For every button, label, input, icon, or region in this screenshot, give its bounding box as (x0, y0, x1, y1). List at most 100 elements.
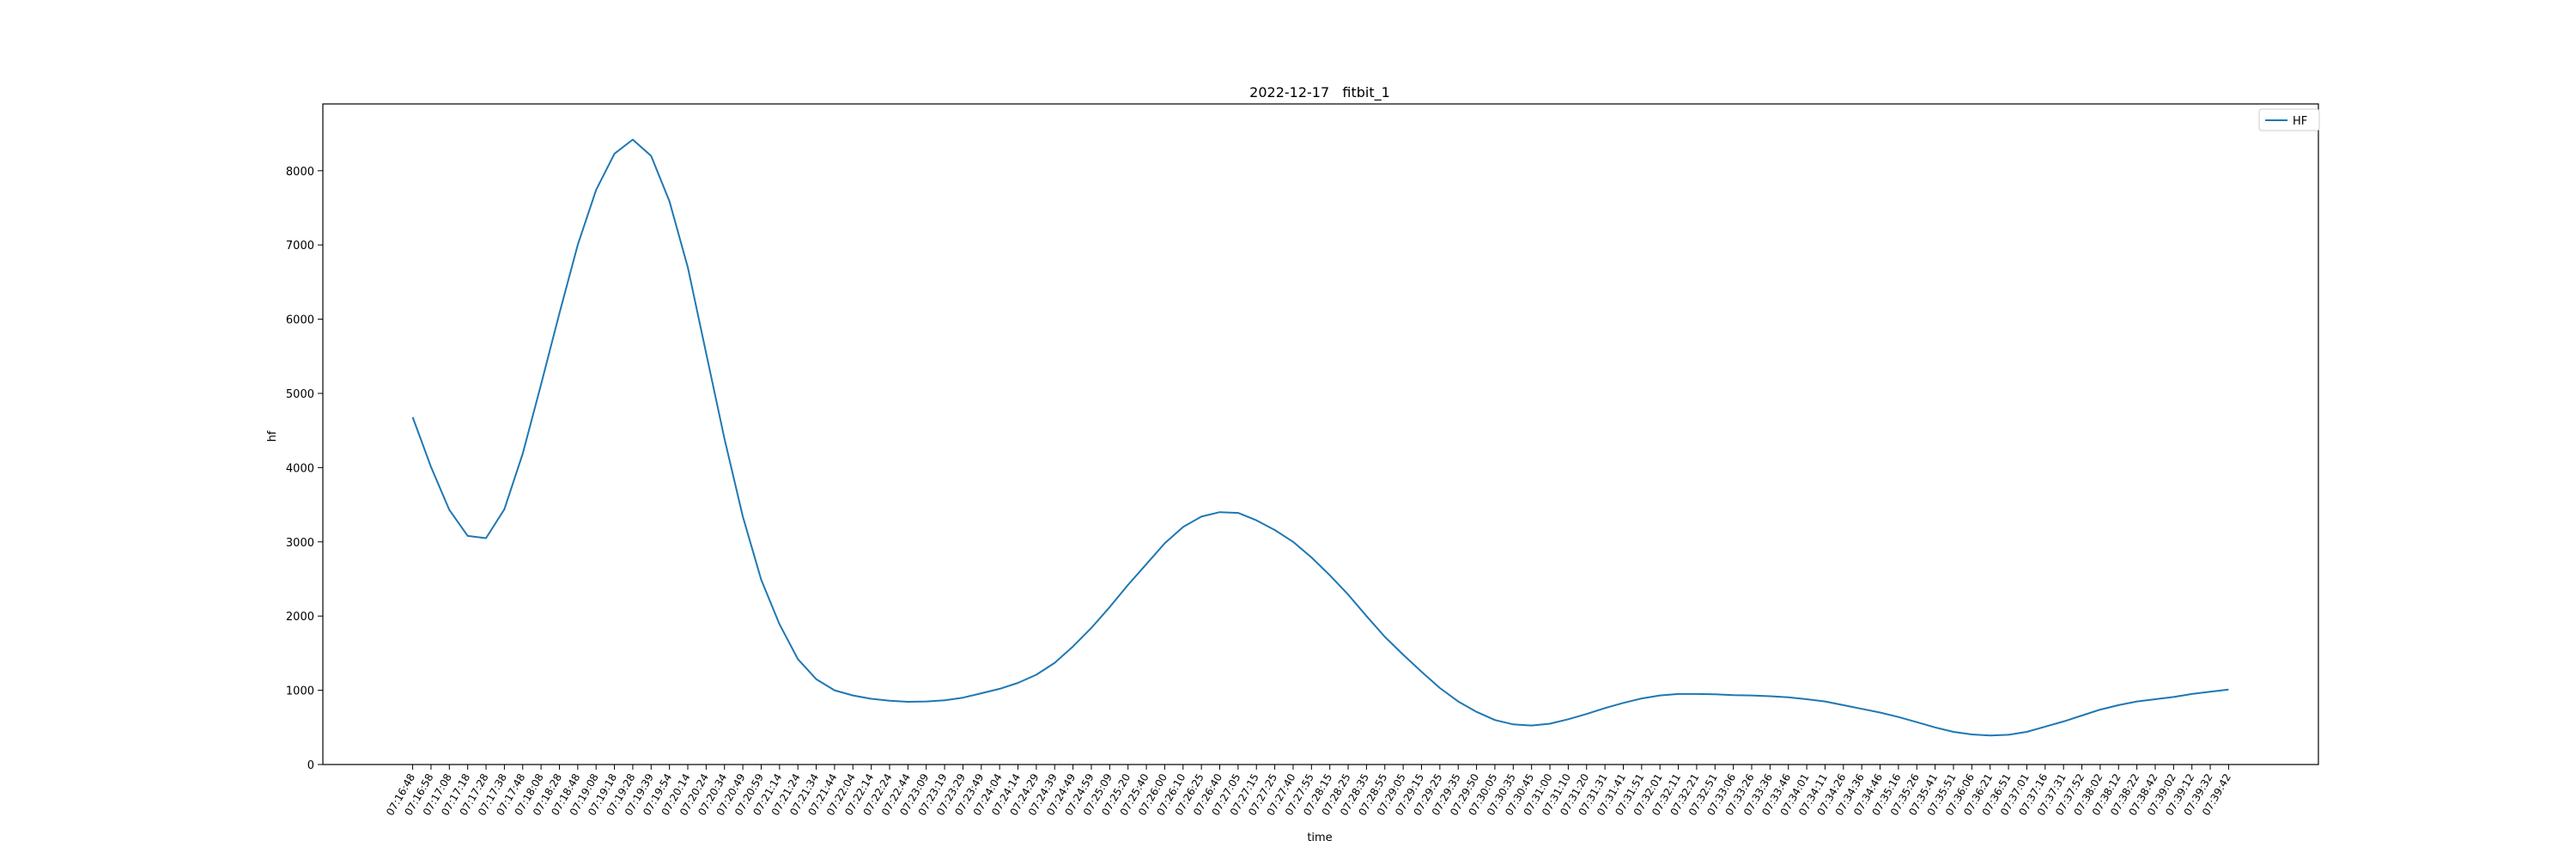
data-point (833, 689, 835, 691)
data-point (650, 155, 653, 157)
y-tick-label: 5000 (286, 388, 314, 401)
data-point (1163, 542, 1166, 545)
y-tick-label: 6000 (286, 314, 314, 327)
data-point (1328, 574, 1331, 576)
data-point (1512, 723, 1515, 726)
data-point (1127, 583, 1129, 586)
data-point (2172, 696, 2175, 698)
data-point (962, 697, 964, 699)
data-point (1604, 707, 1607, 710)
data-point (907, 701, 909, 704)
data-point (889, 699, 891, 702)
data-point (1054, 661, 1056, 664)
data-point (1585, 713, 1588, 716)
data-point (1145, 563, 1148, 565)
data-point (595, 189, 598, 192)
data-point (1420, 671, 1423, 673)
series-line-hf (411, 138, 2229, 737)
data-point (1695, 692, 1698, 695)
plot-area (322, 103, 2319, 765)
data-point (1549, 722, 1552, 725)
data-point (1383, 636, 1386, 638)
data-point (1989, 734, 1991, 737)
data-point (1438, 687, 1441, 690)
data-point (925, 700, 927, 703)
data-point (1091, 627, 1093, 630)
y-tick-label: 0 (307, 759, 314, 772)
data-point (1567, 718, 1570, 721)
data-point (1732, 694, 1735, 697)
data-point (2190, 692, 2193, 695)
y-tick-label: 7000 (286, 240, 314, 253)
data-point (521, 453, 524, 455)
data-point (2099, 709, 2101, 711)
legend-frame (2258, 108, 2320, 131)
y-tick-label: 2000 (286, 611, 314, 624)
data-point (1017, 682, 1019, 685)
data-point (485, 537, 488, 539)
data-point (1916, 721, 1918, 723)
data-point (1072, 645, 1074, 648)
data-point (1310, 556, 1313, 558)
data-point (1659, 694, 1662, 697)
data-point (2063, 720, 2065, 722)
data-point (1182, 526, 1184, 528)
data-point (576, 244, 579, 247)
y-tick-label: 8000 (286, 166, 314, 179)
data-point (466, 534, 469, 537)
data-point (2154, 698, 2157, 701)
data-point (2227, 688, 2230, 691)
data-point (1255, 519, 1258, 521)
data-point (1109, 606, 1111, 608)
data-point (999, 687, 1001, 690)
data-point (631, 138, 634, 141)
data-point (540, 383, 543, 386)
data-point (1622, 702, 1625, 704)
data-point (1953, 731, 1955, 734)
data-point (742, 515, 744, 518)
data-point (668, 200, 671, 203)
data-point (1971, 734, 1973, 736)
data-point (429, 466, 432, 468)
data-point (1806, 698, 1808, 701)
y-tick-label: 1000 (286, 685, 314, 698)
data-point (797, 658, 799, 661)
data-point (1824, 700, 1826, 703)
data-point (1273, 529, 1276, 532)
data-point (980, 692, 982, 695)
data-point (1347, 594, 1350, 596)
data-point (1236, 512, 1239, 515)
data-point (1530, 724, 1533, 727)
data-point (1493, 719, 1496, 722)
data-point (1475, 710, 1478, 713)
data-point (1842, 704, 1844, 706)
data-point (613, 152, 616, 155)
data-point (1861, 708, 1863, 710)
data-point (1292, 540, 1295, 543)
data-point (411, 416, 414, 418)
data-point (760, 578, 762, 581)
data-point (2026, 731, 2028, 734)
data-point (1751, 694, 1753, 697)
data-point (2136, 700, 2138, 703)
data-point (1787, 696, 1789, 698)
data-point (815, 678, 817, 680)
plot-frame (322, 103, 2319, 765)
data-point (558, 312, 561, 314)
data-point (1897, 716, 1899, 718)
data-point (1640, 698, 1643, 700)
data-point (448, 509, 451, 511)
y-tick-label: 4000 (286, 462, 314, 475)
legend-entry-label: HF (2293, 115, 2307, 128)
y-axis: 0 1000 2000 3000 4000 5000 6000 7000 8000 (286, 166, 323, 772)
data-point (1677, 692, 1680, 695)
data-point (1879, 711, 1881, 714)
data-point (2117, 704, 2120, 706)
data-point (503, 508, 506, 510)
y-axis-label: hf (266, 430, 279, 442)
y-tick-label: 3000 (286, 537, 314, 550)
x-axis-label: time (1307, 832, 1332, 844)
data-point (687, 266, 690, 269)
legend: HF (2258, 108, 2320, 131)
